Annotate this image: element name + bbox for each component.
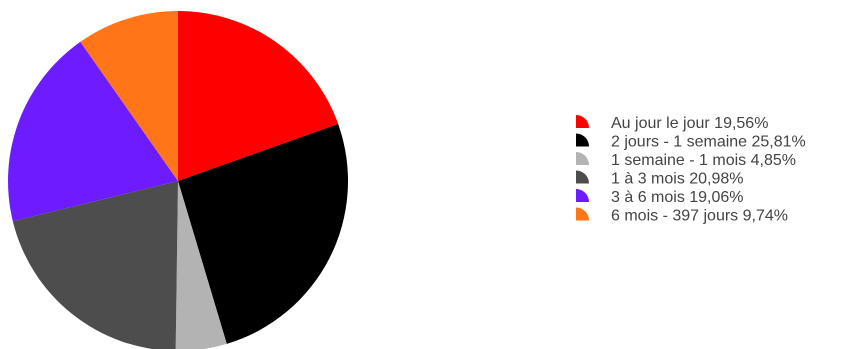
legend-swatch-5 bbox=[576, 207, 589, 221]
pie-slice-3 bbox=[12, 181, 178, 349]
pie-slice-1 bbox=[178, 124, 349, 344]
pie-slice-0 bbox=[178, 11, 339, 181]
legend-label-1: 2 jours - 1 semaine 25,81% bbox=[611, 134, 806, 151]
pie-slices bbox=[7, 10, 349, 349]
legend-swatch-0 bbox=[576, 115, 589, 128]
legend-label-2: 1 semaine - 1 mois 4,85% bbox=[611, 152, 796, 169]
legend-swatch-2 bbox=[576, 152, 589, 165]
legend-label-0: Au jour le jour 19,56% bbox=[611, 115, 768, 132]
legend-swatch-4 bbox=[576, 189, 589, 202]
legend-label-5: 6 mois - 397 jours 9,74% bbox=[611, 208, 788, 225]
chart-legend: Au jour le jour 19,56% 2 jours - 1 semain… bbox=[576, 115, 806, 225]
legend-swatch-3 bbox=[576, 170, 589, 184]
legend-label-3: 1 à 3 mois 20,98% bbox=[611, 171, 744, 188]
legend-label-4: 3 à 6 mois 19,06% bbox=[611, 189, 744, 206]
pie-slice-4 bbox=[7, 41, 179, 222]
legend-swatch-1 bbox=[576, 133, 589, 147]
pie-slice-5 bbox=[80, 10, 178, 181]
pie-slice-2 bbox=[175, 181, 227, 349]
